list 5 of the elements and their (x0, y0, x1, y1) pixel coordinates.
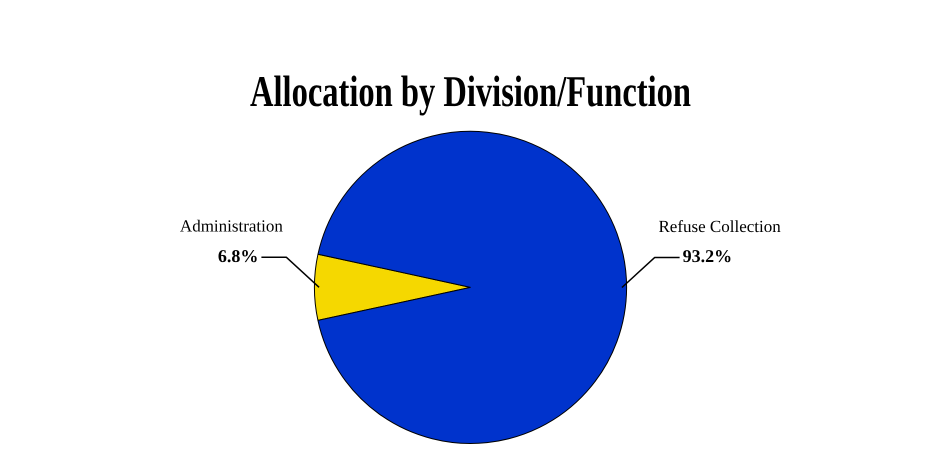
data-label: 93.2% (682, 246, 732, 266)
data-label: 6.8% (218, 246, 258, 266)
chart-title: Allocation by Division/Function (250, 68, 691, 116)
slice-label: Refuse Collection (658, 216, 782, 236)
slice-label: Administration (180, 216, 284, 236)
